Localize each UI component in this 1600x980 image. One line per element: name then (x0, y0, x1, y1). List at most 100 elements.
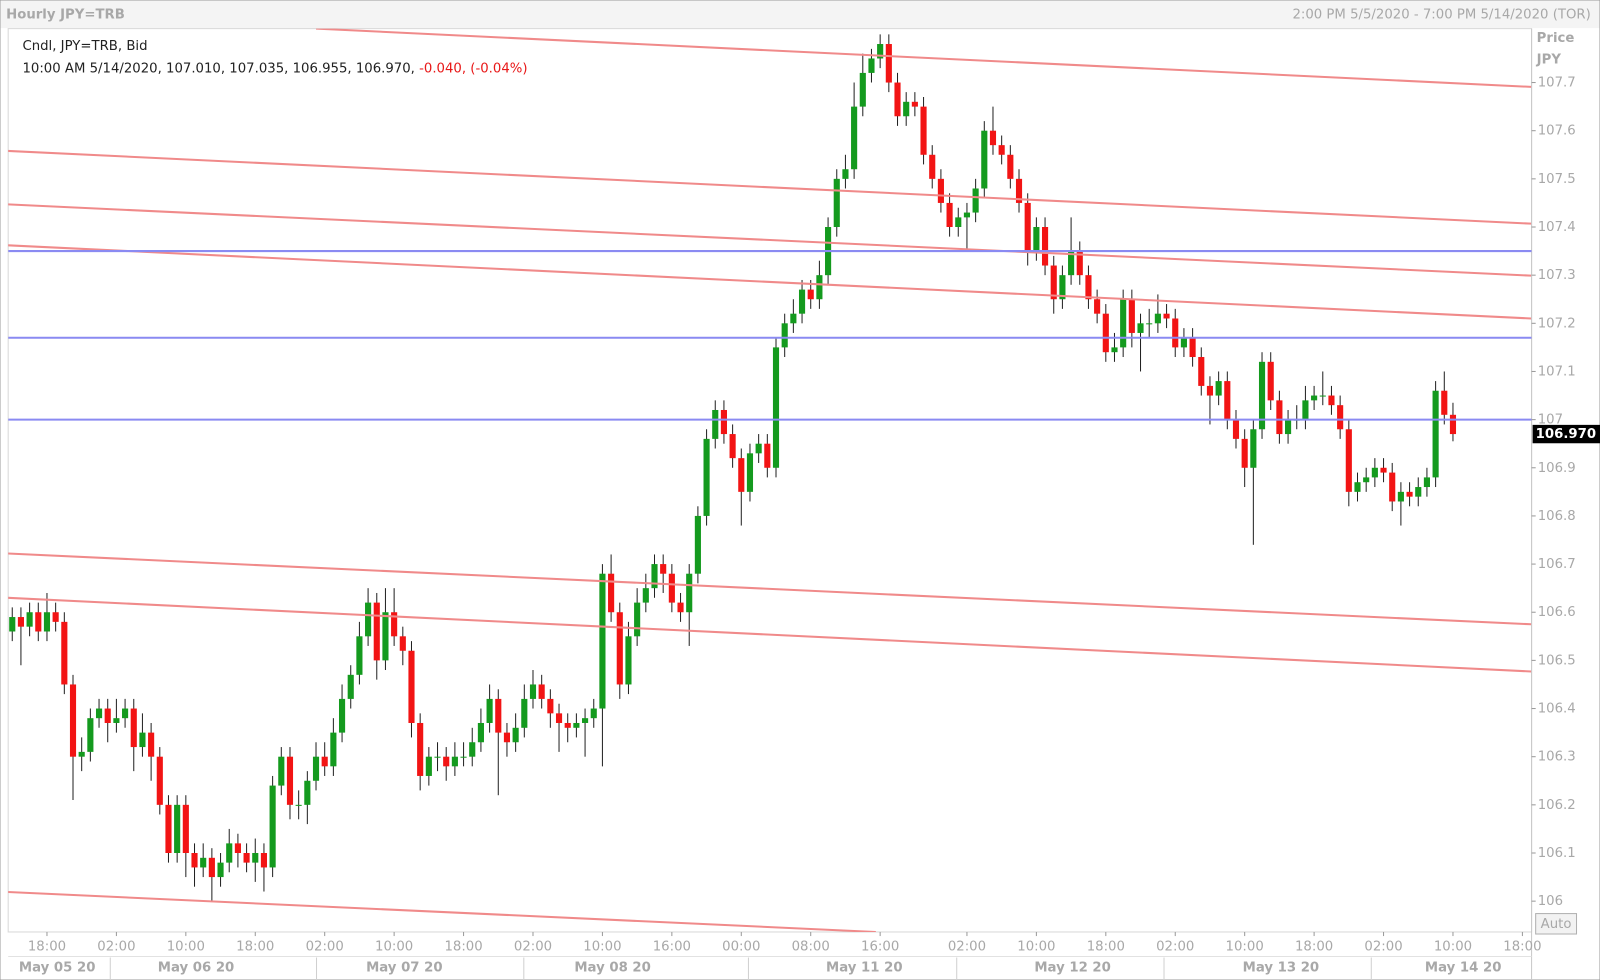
y-tick-label: 106.3 (1538, 750, 1576, 765)
candle-body (668, 573, 675, 603)
x-tick-label: 18:00 (28, 939, 66, 954)
x-tick-label: 10:00 (1017, 939, 1055, 954)
last-price-label: 106.970 (1536, 427, 1596, 442)
candle-body (634, 602, 641, 637)
candle-body (69, 684, 77, 757)
plot (8, 28, 1532, 932)
candle-body (139, 732, 146, 748)
x-tick-label: 18:00 (1087, 939, 1125, 954)
candle-body (851, 106, 858, 170)
candle-body (929, 154, 936, 179)
candle-body (1432, 390, 1439, 478)
y-tick-label: 107.3 (1538, 268, 1576, 283)
candle-body (1224, 381, 1231, 420)
candle-body (946, 202, 953, 228)
candle-body (295, 804, 302, 806)
y-tick-label: 106.6 (1538, 605, 1576, 620)
candle-body (78, 751, 85, 757)
candle-body (1311, 395, 1318, 401)
y-tick-label: 106.2 (1538, 798, 1576, 813)
candle-body (304, 780, 311, 805)
candle-body (1337, 405, 1344, 430)
candle-body (816, 275, 823, 300)
candle-body (937, 178, 944, 203)
candle-body (486, 698, 493, 723)
candle-body (1102, 313, 1109, 353)
candle-body (182, 804, 189, 853)
candle-body (1076, 251, 1083, 276)
candle-body (495, 698, 502, 733)
candle-body (17, 617, 24, 627)
candle-body (1007, 154, 1014, 179)
candle-body (1146, 323, 1153, 325)
y-tick-label: 107 (1538, 413, 1563, 428)
x-tick-label: 16:00 (861, 939, 899, 954)
candle-body (52, 612, 59, 622)
candle-body (312, 756, 320, 781)
date-label: May 08 20 (574, 961, 651, 976)
x-tick-label: 18:00 (236, 939, 274, 954)
candle-body (625, 636, 632, 685)
plot-area (7, 28, 1533, 933)
candle-body (660, 564, 667, 574)
candle-body (582, 718, 589, 723)
candle-body (1441, 390, 1448, 415)
candle-body (469, 742, 476, 757)
candle-body (590, 708, 597, 719)
candle-body (903, 101, 910, 117)
candle-body (1423, 477, 1430, 488)
candle-body (720, 409, 727, 435)
header-bar (0, 0, 1600, 29)
candle-body (694, 515, 701, 574)
candle-body (425, 756, 432, 776)
chart-title: Hourly JPY=TRB (6, 7, 125, 22)
candle-body (356, 636, 363, 675)
candle-body (1345, 429, 1352, 492)
candle-body (408, 650, 415, 723)
candle-body (616, 612, 623, 685)
candle-body (1068, 251, 1075, 276)
trendline (8, 596, 1532, 673)
candle-body (555, 713, 563, 723)
trendline (8, 890, 876, 932)
candle-body (148, 732, 155, 757)
candle-body (1111, 347, 1118, 353)
y-tick-label: 106.1 (1538, 846, 1576, 861)
candle-body (122, 708, 129, 719)
x-tick-label: 08:00 (792, 939, 830, 954)
candle-body (1319, 395, 1326, 397)
candle-body (243, 852, 250, 863)
trendline (8, 149, 1532, 225)
date-label: May 13 20 (1243, 961, 1320, 976)
candle-body (807, 289, 814, 300)
y-tick-label: 106 (1538, 894, 1563, 909)
candle-body (1033, 227, 1040, 252)
candle-body (1276, 400, 1283, 435)
x-tick-label: 02:00 (514, 939, 552, 954)
candle-body (200, 857, 207, 868)
candle-body (998, 145, 1005, 155)
candle-body (338, 698, 346, 733)
candle-body (529, 684, 537, 699)
candle-body (252, 852, 259, 863)
x-tick-label: 00:00 (722, 939, 760, 954)
candle-body (174, 804, 181, 853)
range-label: 2:00 PM 5/5/2020 - 7:00 PM 5/14/2020 (TO… (1292, 7, 1590, 22)
trendline (8, 244, 1532, 320)
x-tick-label: 02:00 (306, 939, 344, 954)
candle-body (564, 722, 571, 728)
candle-body (651, 564, 658, 589)
auto-button[interactable] (1535, 913, 1578, 935)
candle-body (1198, 357, 1205, 386)
y-tick-label: 107.7 (1538, 76, 1576, 91)
candle-body (686, 573, 693, 613)
auto-button-label[interactable]: Auto (1541, 917, 1572, 932)
candle-body (1085, 275, 1092, 300)
candle-body (842, 169, 849, 179)
candle-body (1328, 395, 1335, 406)
candle-body (226, 843, 233, 863)
candle-body (1189, 337, 1196, 358)
candle-body (1094, 299, 1101, 314)
candle-body (347, 674, 354, 699)
